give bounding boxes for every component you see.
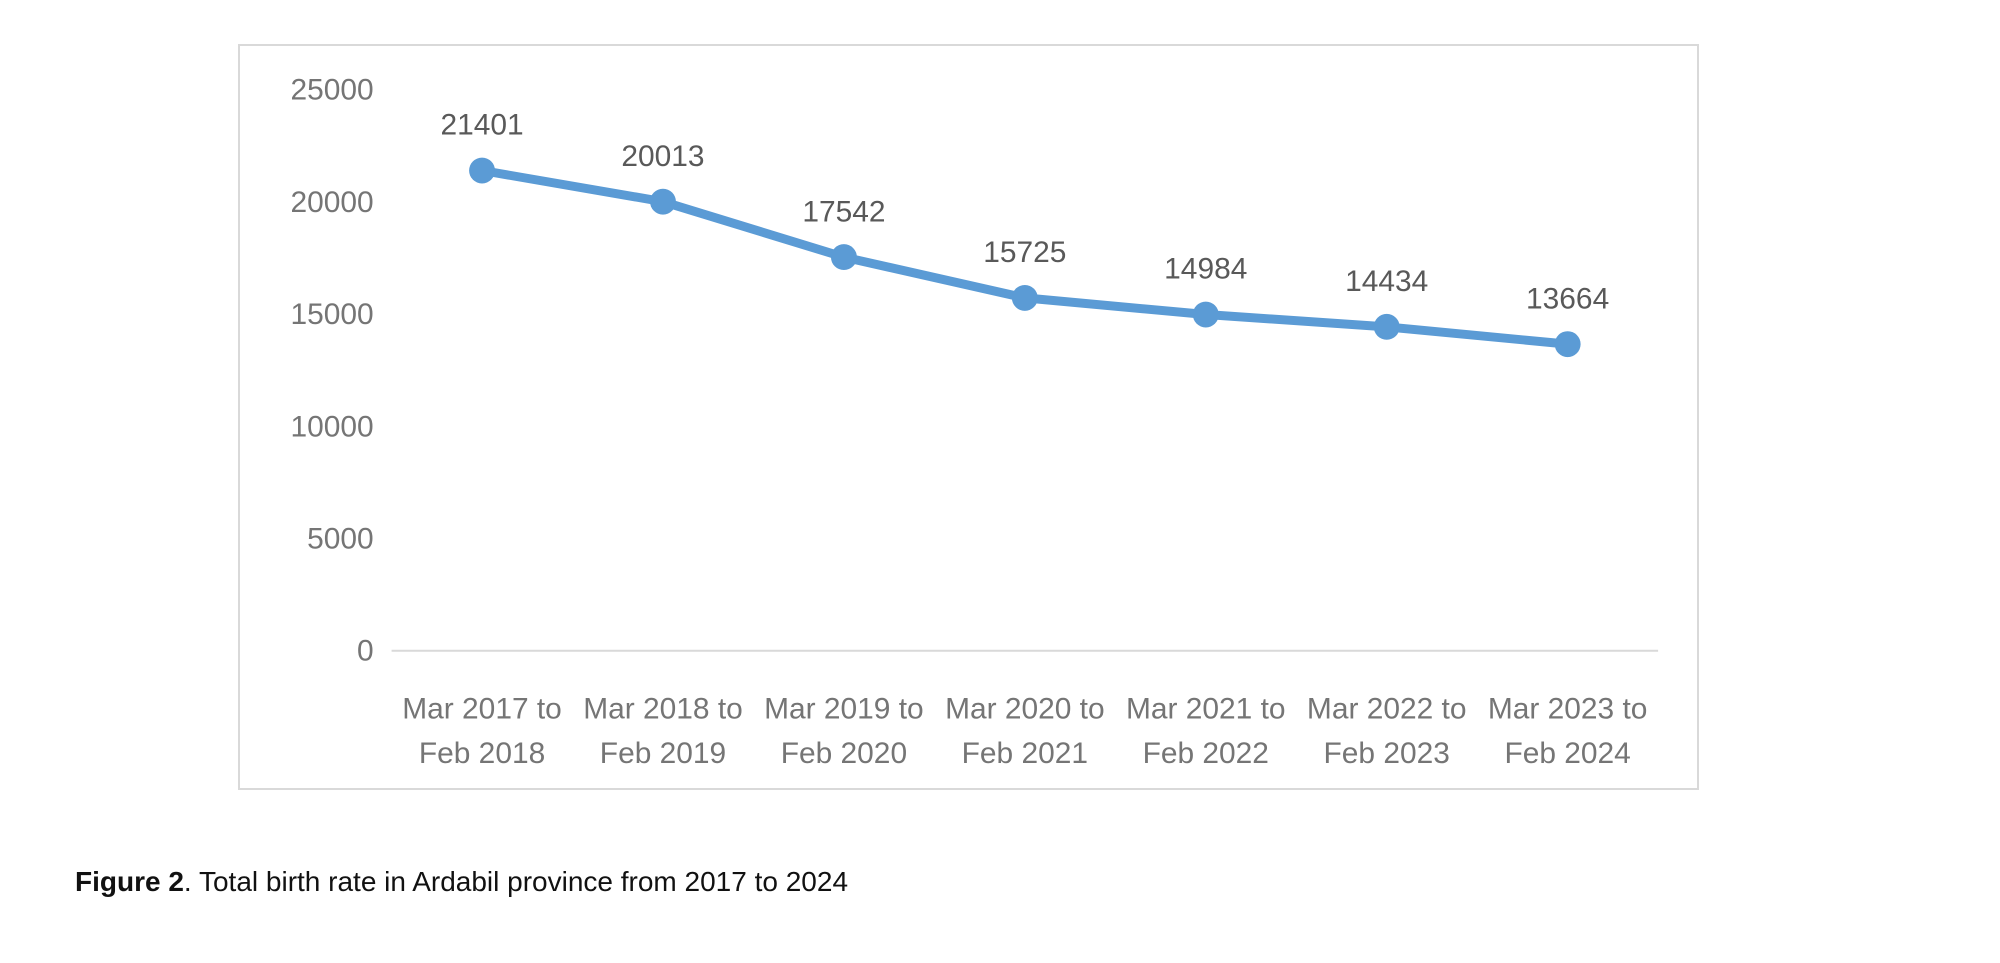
x-tick-label-line1: Mar 2022 to <box>1307 692 1467 725</box>
chart-panel: 0 5000 10000 15000 20000 25000 Mar 2017 to Feb … <box>238 44 1699 790</box>
data-point-label: 13664 <box>1526 282 1609 315</box>
x-tick-label-line1: Mar 2019 to <box>764 692 924 725</box>
y-tick-label: 10000 <box>290 410 373 443</box>
figure-caption: Figure 2. Total birth rate in Ardabil pr… <box>75 866 848 898</box>
x-tick-label-line2: Feb 2018 <box>419 737 545 770</box>
data-point-label: 15725 <box>983 236 1066 269</box>
x-tick-label-line2: Feb 2024 <box>1504 737 1630 770</box>
data-point-label: 21401 <box>440 109 523 142</box>
y-tick-label: 20000 <box>290 186 373 219</box>
data-point-label: 17542 <box>802 195 885 228</box>
y-tick-label: 0 <box>357 635 374 668</box>
data-point-marker <box>1373 313 1400 340</box>
y-tick-label: 15000 <box>290 298 373 331</box>
data-point-marker <box>1554 331 1581 358</box>
x-tick-label-line2: Feb 2021 <box>962 737 1088 770</box>
caption-label: Figure 2 <box>75 866 184 897</box>
caption-text: . Total birth rate in Ardabil province f… <box>183 866 849 897</box>
data-point-label: 14984 <box>1164 253 1247 286</box>
x-tick-label-line2: Feb 2019 <box>600 737 726 770</box>
x-tick-label-line2: Feb 2022 <box>1143 737 1269 770</box>
data-point-marker <box>650 188 676 215</box>
y-tick-label: 25000 <box>290 74 373 107</box>
data-point-marker <box>1011 284 1038 311</box>
data-point-marker <box>1192 301 1219 328</box>
x-tick-label-line1: Mar 2017 to <box>402 692 562 725</box>
line-chart: 0 5000 10000 15000 20000 25000 Mar 2017 to Feb … <box>290 74 1659 770</box>
x-tick-label-line2: Feb 2020 <box>781 737 907 770</box>
x-tick-label-line1: Mar 2023 to <box>1488 692 1648 725</box>
x-tick-label-line1: Mar 2021 to <box>1126 692 1286 725</box>
data-point-label: 20013 <box>621 140 704 173</box>
x-tick-label-line1: Mar 2020 to <box>945 692 1105 725</box>
y-tick-label: 5000 <box>307 523 374 556</box>
data-point-marker <box>469 157 496 184</box>
data-point-marker <box>830 244 857 271</box>
x-tick-label-line2: Feb 2023 <box>1324 737 1450 770</box>
x-tick-label-line1: Mar 2018 to <box>583 692 743 725</box>
data-point-label: 14434 <box>1345 265 1428 298</box>
